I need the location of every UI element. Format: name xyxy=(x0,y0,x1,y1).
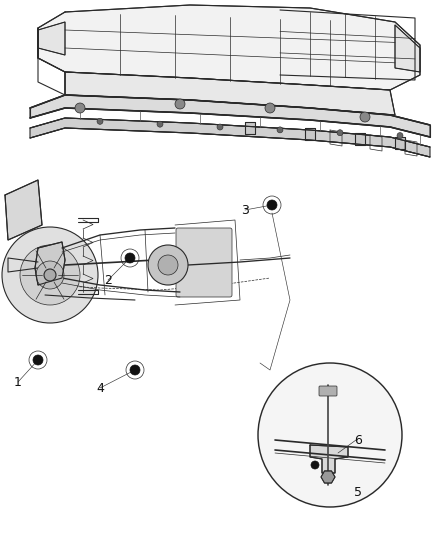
Circle shape xyxy=(158,255,178,275)
Circle shape xyxy=(20,245,80,305)
Circle shape xyxy=(277,127,283,133)
Polygon shape xyxy=(245,122,255,134)
Polygon shape xyxy=(38,22,65,55)
Circle shape xyxy=(2,227,98,323)
Circle shape xyxy=(130,365,140,375)
Circle shape xyxy=(148,245,188,285)
Circle shape xyxy=(360,112,370,122)
Circle shape xyxy=(36,261,64,289)
FancyBboxPatch shape xyxy=(176,228,232,297)
Polygon shape xyxy=(355,133,365,145)
Circle shape xyxy=(44,269,56,281)
Circle shape xyxy=(157,121,163,127)
Text: 2: 2 xyxy=(104,273,112,287)
Circle shape xyxy=(397,133,403,139)
Polygon shape xyxy=(38,5,420,90)
Text: 1: 1 xyxy=(14,376,22,389)
Circle shape xyxy=(75,103,85,113)
Polygon shape xyxy=(35,242,65,285)
Polygon shape xyxy=(321,471,335,483)
Circle shape xyxy=(97,118,103,124)
Polygon shape xyxy=(395,137,405,149)
Polygon shape xyxy=(305,128,315,140)
Polygon shape xyxy=(310,445,348,473)
Text: 5: 5 xyxy=(354,486,362,498)
Polygon shape xyxy=(65,72,395,115)
FancyBboxPatch shape xyxy=(319,386,337,396)
Circle shape xyxy=(217,124,223,130)
Polygon shape xyxy=(30,118,430,157)
Circle shape xyxy=(258,363,402,507)
Text: 3: 3 xyxy=(241,204,249,216)
Text: 6: 6 xyxy=(354,433,362,447)
Polygon shape xyxy=(5,180,42,240)
Circle shape xyxy=(125,253,135,263)
Polygon shape xyxy=(395,25,420,72)
Text: 4: 4 xyxy=(96,382,104,394)
Polygon shape xyxy=(30,95,430,137)
Circle shape xyxy=(311,461,319,469)
Circle shape xyxy=(265,103,275,113)
Circle shape xyxy=(175,99,185,109)
Circle shape xyxy=(337,130,343,136)
Circle shape xyxy=(267,200,277,210)
Circle shape xyxy=(33,355,43,365)
